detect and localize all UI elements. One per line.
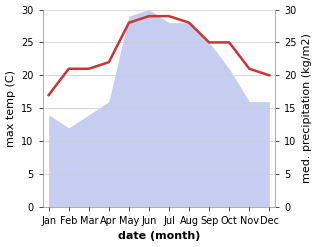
Y-axis label: max temp (C): max temp (C) bbox=[5, 70, 16, 147]
X-axis label: date (month): date (month) bbox=[118, 231, 200, 242]
Y-axis label: med. precipitation (kg/m2): med. precipitation (kg/m2) bbox=[302, 33, 313, 183]
